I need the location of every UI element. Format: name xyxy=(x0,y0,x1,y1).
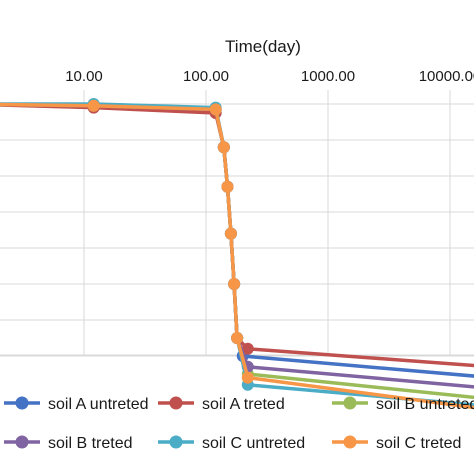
legend: soil A untreted soil A treted soil B untre… xyxy=(4,396,474,452)
data-point xyxy=(231,332,244,344)
legend-label: soil C untreted xyxy=(202,435,305,452)
legend-swatch-marker xyxy=(343,435,357,449)
legend-item: soil B treted xyxy=(4,435,132,452)
series-lines xyxy=(0,98,474,410)
legend-item: soil A treted xyxy=(158,396,285,413)
series-4 xyxy=(0,99,474,389)
series-line xyxy=(0,102,474,410)
legend-item: soil C untreted xyxy=(158,435,305,452)
data-point xyxy=(217,141,230,154)
x-tick-label: 1000.00 xyxy=(301,68,355,85)
legend-swatch-marker xyxy=(169,435,183,449)
data-point xyxy=(221,180,234,193)
legend-label: soil A treted xyxy=(202,396,285,413)
legend-label: soil C treted xyxy=(376,435,461,452)
legend-swatch-marker xyxy=(15,396,29,410)
x-tick-labels: 10.00 100.00 1000.00 10000.00 xyxy=(65,68,474,85)
legend-swatch-marker xyxy=(169,396,183,410)
data-point xyxy=(209,103,222,116)
legend-swatch-marker xyxy=(343,396,357,410)
x-axis-title: Time(day) xyxy=(225,37,301,56)
legend-swatch-marker xyxy=(15,435,29,449)
series-6 xyxy=(0,99,474,410)
data-point xyxy=(87,99,100,112)
legend-label: soil A untreted xyxy=(48,396,149,413)
data-point xyxy=(224,227,237,240)
legend-item: soil A untreted xyxy=(4,396,149,413)
data-point xyxy=(241,342,254,355)
data-point xyxy=(241,371,254,384)
series-5 xyxy=(0,98,474,407)
gridlines xyxy=(0,90,474,357)
x-tick-label: 100.00 xyxy=(183,68,229,85)
legend-item: soil C treted xyxy=(332,435,461,452)
x-tick-label: 10000.00 xyxy=(419,68,474,85)
legend-item: soil B untreted xyxy=(332,396,474,413)
series-line xyxy=(0,102,474,389)
legend-label: soil B treted xyxy=(48,435,132,452)
data-point xyxy=(228,278,241,290)
legend-label: soil B untreted xyxy=(376,396,474,413)
x-tick-label: 10.00 xyxy=(65,68,103,85)
